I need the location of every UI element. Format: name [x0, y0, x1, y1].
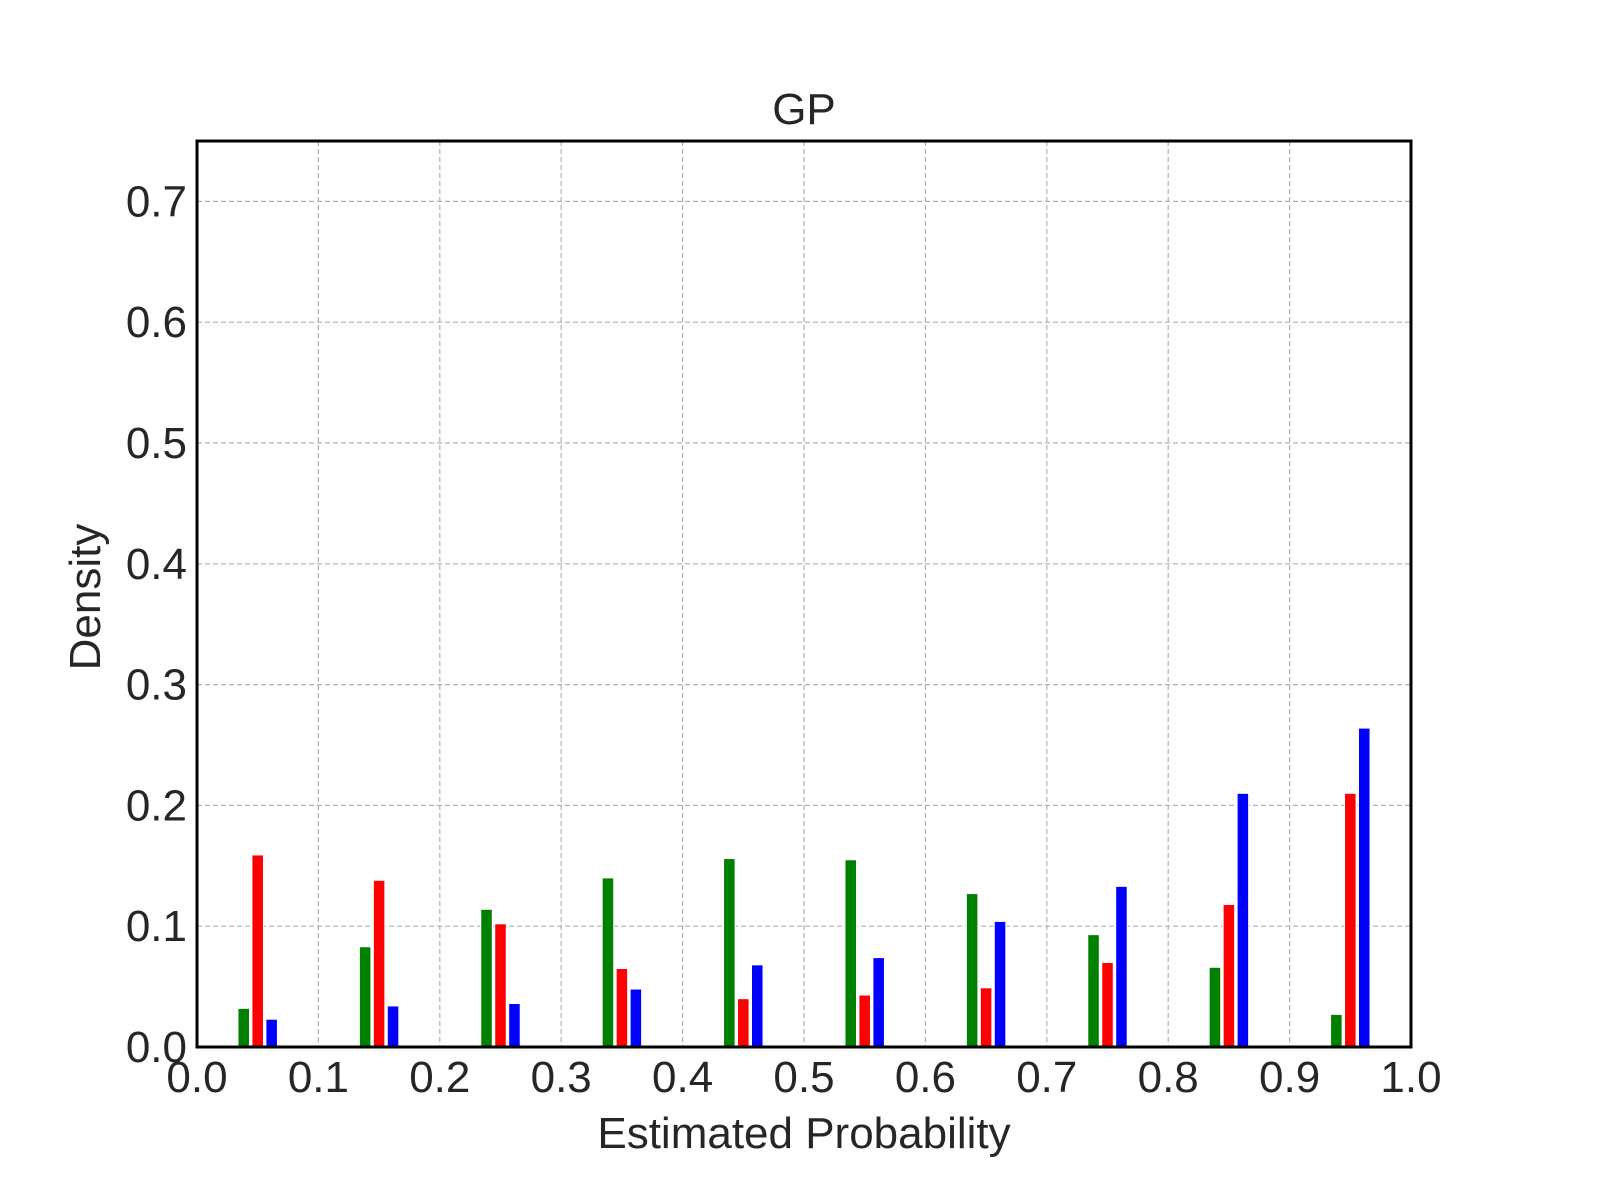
- bar: [1115, 885, 1128, 1048]
- x-tick-label: 0.2: [409, 1053, 470, 1102]
- x-tick-label: 0.1: [288, 1053, 349, 1102]
- y-tick-label: 0.2: [126, 781, 187, 830]
- bar: [629, 988, 643, 1048]
- bar: [737, 998, 750, 1048]
- bar: [1357, 727, 1371, 1048]
- x-tick-label: 1.0: [1380, 1053, 1441, 1102]
- y-tick-label: 0.4: [126, 540, 187, 589]
- x-tick-label: 0.7: [1016, 1053, 1077, 1102]
- y-tick-label: 0.6: [126, 298, 187, 347]
- bar: [1208, 966, 1222, 1048]
- y-tick-label: 0.1: [126, 902, 187, 951]
- bar: [993, 920, 1007, 1048]
- bar: [494, 923, 507, 1048]
- bar: [965, 893, 979, 1048]
- x-tick-label: 0.6: [895, 1053, 956, 1102]
- bar: [872, 957, 885, 1048]
- y-axis-label: Density: [61, 524, 110, 671]
- bar: [508, 1003, 521, 1048]
- bar: [1087, 934, 1100, 1048]
- bar: [1330, 1013, 1343, 1048]
- bar: [1101, 961, 1114, 1048]
- bar: [358, 946, 372, 1048]
- bar: [844, 859, 858, 1048]
- y-tick-label: 0.7: [126, 177, 187, 226]
- bar: [372, 879, 386, 1048]
- bar: [615, 967, 629, 1048]
- x-tick-label: 0.9: [1259, 1053, 1320, 1102]
- x-tick-label: 0.0: [166, 1053, 227, 1102]
- bar: [723, 858, 736, 1048]
- bar: [237, 1007, 251, 1048]
- bar: [979, 987, 993, 1048]
- bar: [858, 994, 871, 1048]
- bars: [237, 727, 1371, 1048]
- x-tick-label: 0.5: [773, 1053, 834, 1102]
- bar: [750, 964, 764, 1048]
- bar: [1222, 903, 1236, 1048]
- bar: [265, 1018, 278, 1048]
- y-tick-label: 0.5: [126, 419, 187, 468]
- x-tick-label: 0.4: [652, 1053, 713, 1102]
- bar: [1236, 792, 1250, 1048]
- bar: [386, 1005, 400, 1048]
- bar: [1344, 792, 1357, 1048]
- plot-frame: [195, 139, 1413, 1049]
- x-tick-label: 0.8: [1138, 1053, 1199, 1102]
- x-tick-label: 0.3: [531, 1053, 592, 1102]
- x-axis-label: Estimated Probability: [597, 1109, 1010, 1158]
- chart-title: GP: [772, 85, 836, 134]
- y-tick-label: 0.3: [126, 661, 187, 710]
- y-tick-label: 0.0: [126, 1023, 187, 1072]
- bar: [480, 908, 493, 1048]
- bar: [601, 877, 615, 1048]
- bar: [251, 854, 264, 1048]
